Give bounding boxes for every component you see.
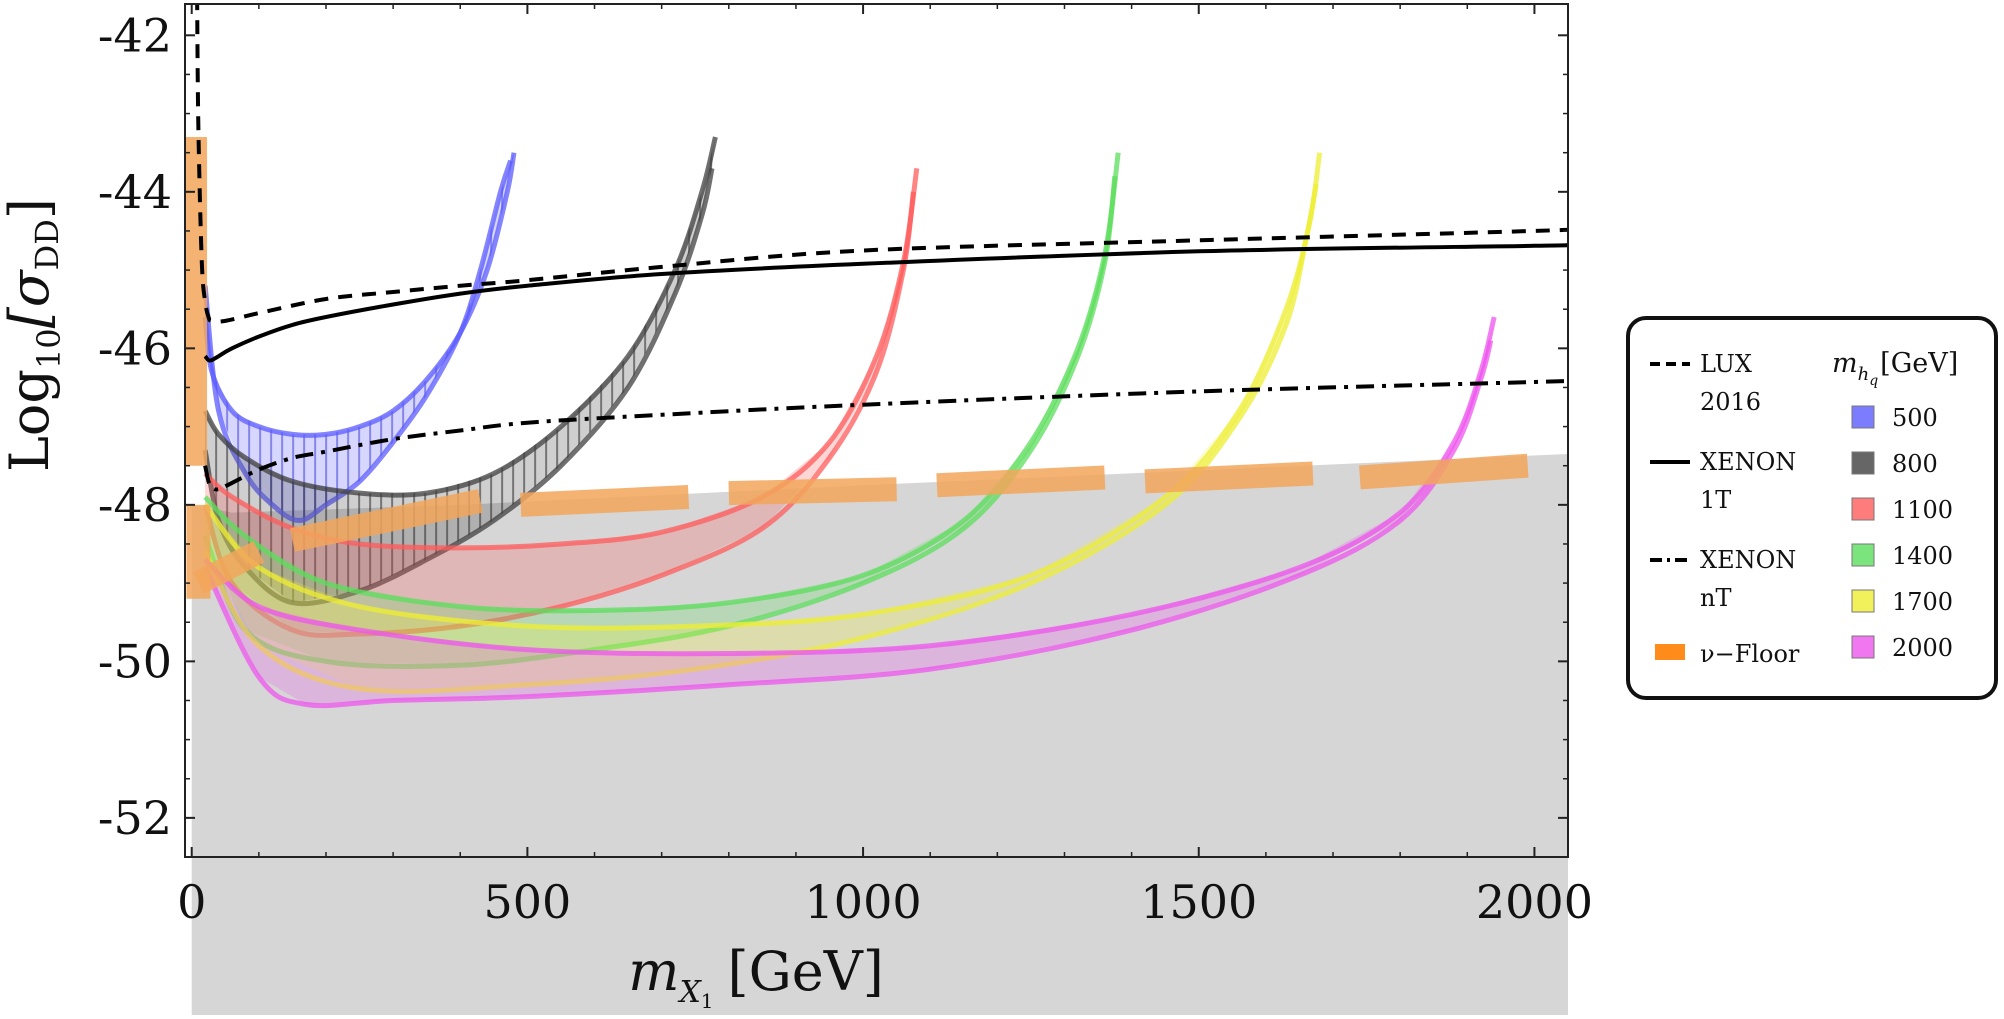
legend-series-label: 800	[1892, 450, 1938, 478]
nu-floor-segment-2	[520, 485, 690, 517]
band-lower-500	[202, 159, 513, 524]
band-lower-1700	[202, 183, 1319, 694]
legend-series-label: 1400	[1892, 542, 1953, 570]
x-tick-label: 1500	[1140, 875, 1257, 929]
x-tick-label: 1000	[805, 875, 922, 929]
band-upper-500	[202, 152, 517, 438]
legend-swatch-2000	[1851, 635, 1875, 659]
plot-frame	[184, 3, 1569, 858]
legend-swatch-500	[1851, 405, 1875, 429]
band-upper-1400	[203, 152, 1121, 614]
y-tick-label: -50	[98, 634, 172, 688]
legend-series-label: 2000	[1892, 634, 1953, 662]
band-fill-1700	[205, 152, 1320, 689]
legend-swatch-1700	[1851, 589, 1875, 613]
y-tick-label: -52	[98, 791, 172, 845]
x-axis-label: mX1 [GeV]	[628, 940, 884, 1013]
x-tick-label: 0	[177, 875, 206, 929]
band-fill-1100	[205, 168, 917, 635]
legend-line-label: XENON	[1700, 546, 1796, 574]
legend-floor-entry: ν−Floor	[1655, 640, 1800, 668]
nu-floor-segment-3	[728, 477, 897, 506]
legend-swatch-800	[1851, 451, 1875, 475]
legend-series-label: 1700	[1892, 588, 1953, 616]
legend-line-label-2: nT	[1700, 584, 1731, 612]
legend-line-label-2: 1T	[1700, 486, 1731, 514]
neutrino-floor-layer	[185, 137, 1529, 599]
legend-swatch-1400	[1851, 543, 1875, 567]
band-fill-1400	[205, 152, 1119, 666]
y-tick-label: -44	[98, 165, 172, 219]
legend-line-label-2: 2016	[1700, 388, 1761, 416]
band-upper-1700	[203, 152, 1323, 631]
legend-title: mhq[GeV]	[1832, 348, 1958, 389]
legend-floor-label: ν−Floor	[1700, 640, 1800, 668]
legend-floor-swatch	[1655, 644, 1685, 660]
legend-box	[1626, 316, 1998, 700]
y-axis-label: Log10[σDD]	[0, 198, 68, 472]
nu-floor-segment-6	[1359, 453, 1529, 490]
legend-series-label: 1100	[1892, 496, 1953, 524]
y-tick-label: -48	[98, 478, 172, 532]
nu-floor-segment-5	[1144, 461, 1314, 494]
legend: mhq[GeV] LUX 2016 XENON 1T XENON nT ν−Floor 5…	[1626, 316, 1998, 700]
x-tick-label: 2000	[1476, 875, 1593, 929]
limit-curves-layer	[195, 4, 1568, 492]
legend-series-entries: 500 800 1100 1400 1700 2000	[1851, 404, 1953, 662]
legend-line-label: LUX	[1700, 350, 1752, 378]
nu-floor-segment-0	[192, 541, 265, 594]
y-tick-label: -42	[98, 8, 172, 62]
band-1700	[202, 152, 1323, 694]
band-1400	[202, 152, 1121, 669]
x-tick-label: 500	[483, 875, 571, 929]
band-lower-1400	[202, 175, 1118, 669]
y-tick-label: -46	[98, 321, 172, 375]
legend-line-label: XENON	[1700, 448, 1796, 476]
legend-series-label: 500	[1892, 404, 1938, 432]
legend-line-entries: LUX 2016 XENON 1T XENON nT	[1650, 350, 1796, 612]
band-upper-800	[202, 136, 718, 498]
nu-floor-segment-1	[289, 489, 483, 552]
band-lower-1100	[202, 191, 916, 638]
limit-curve-dashed	[195, 4, 1568, 324]
ticks-layer: 0 500 1000 1500 2000 -42 -44 -46 -48 -50 -52	[98, 4, 1593, 929]
legend-swatch-1100	[1851, 497, 1875, 521]
band-lower-2000	[202, 339, 1494, 709]
limit-curve-solid	[203, 243, 1568, 363]
nu-floor-segment-4	[936, 465, 1106, 498]
